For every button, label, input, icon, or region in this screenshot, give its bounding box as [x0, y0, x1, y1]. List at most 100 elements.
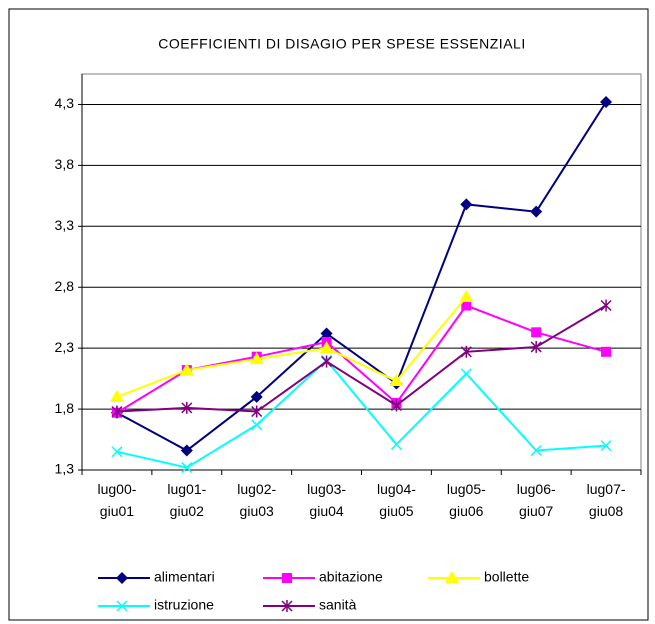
- marker: [116, 600, 128, 612]
- legend-label: bollette: [484, 569, 529, 585]
- marker: [600, 96, 613, 109]
- x-tick-label-line: giu06: [449, 503, 483, 519]
- legend-label: abitazione: [319, 569, 383, 585]
- plot-area: [81, 73, 642, 471]
- marker-shape: [601, 346, 612, 357]
- marker: [460, 198, 473, 211]
- marker-shape: [320, 327, 333, 340]
- marker: [460, 368, 472, 380]
- marker-shape: [181, 462, 193, 474]
- marker: [320, 327, 333, 340]
- marker-shape: [390, 438, 402, 450]
- x-tick-label-line: lug03-: [307, 481, 346, 497]
- y-tick-label: 4,3: [55, 95, 75, 111]
- marker: [281, 600, 293, 612]
- x-tick-label-line: giu07: [519, 503, 553, 519]
- legend-label: istruzione: [154, 597, 214, 613]
- marker-shape: [116, 600, 128, 612]
- marker-shape: [282, 573, 292, 583]
- x-tick-label: lug01- giu02: [167, 481, 206, 519]
- marker: [459, 289, 474, 302]
- marker-shape: [249, 352, 264, 365]
- marker: [179, 363, 194, 376]
- x-tick-label-line: giu03: [240, 503, 274, 519]
- legend-label: sanità: [319, 597, 357, 613]
- marker: [461, 300, 472, 311]
- marker: [530, 205, 543, 218]
- x-tick-label-line: lug02-: [237, 481, 276, 497]
- x-tick-label: lug05- giu06: [447, 481, 486, 519]
- x-tick-label: lug07- giu08: [587, 481, 626, 519]
- x-tick-label-line: lug04-: [377, 481, 416, 497]
- marker: [251, 419, 263, 431]
- marker-shape: [109, 389, 124, 402]
- marker-shape: [179, 363, 194, 376]
- marker-shape: [111, 446, 123, 458]
- y-tick-label: 2,8: [55, 278, 75, 294]
- marker: [111, 405, 123, 418]
- marker-shape: [180, 444, 193, 457]
- x-tick-label-line: giu02: [170, 503, 204, 519]
- marker: [445, 571, 459, 583]
- marker: [460, 345, 472, 358]
- x-tick-label-line: lug07-: [587, 481, 626, 497]
- marker: [530, 340, 542, 353]
- y-tick-label: 1,3: [55, 461, 75, 477]
- marker-shape: [530, 205, 543, 218]
- x-tick-label-line: giu04: [309, 503, 343, 519]
- x-tick-label: lug00- giu01: [97, 481, 136, 519]
- y-tick-label: 2,3: [55, 339, 75, 355]
- marker-shape: [530, 444, 542, 457]
- series-line: [116, 101, 607, 452]
- x-tick-label-line: giu01: [100, 503, 134, 519]
- y-tick-label: 3,8: [55, 156, 75, 172]
- marker: [282, 573, 292, 583]
- series-line: [116, 358, 607, 469]
- marker-shape: [600, 440, 612, 452]
- marker: [116, 572, 128, 584]
- marker: [111, 446, 123, 458]
- x-tick-label: lug04- giu05: [377, 481, 416, 519]
- marker-shape: [319, 341, 334, 354]
- marker: [181, 401, 193, 414]
- marker-shape: [460, 198, 473, 211]
- marker: [109, 389, 124, 402]
- marker: [321, 355, 333, 368]
- marker-shape: [389, 374, 404, 387]
- marker-shape: [459, 289, 474, 302]
- x-tick-label-line: giu05: [379, 503, 413, 519]
- x-tick-label-line: lug06-: [517, 481, 556, 497]
- marker-shape: [460, 368, 472, 380]
- marker: [600, 440, 612, 452]
- x-tick-label: lug03- giu04: [307, 481, 346, 519]
- marker: [251, 405, 263, 418]
- marker: [181, 462, 193, 474]
- marker: [531, 327, 542, 338]
- marker: [389, 374, 404, 387]
- y-tick-label: 3,3: [55, 217, 75, 233]
- marker: [390, 438, 402, 450]
- marker-shape: [250, 390, 263, 403]
- marker: [319, 341, 334, 354]
- series-line: [116, 296, 468, 398]
- marker: [180, 444, 193, 457]
- chart-title: COEFFICIENTI DI DISAGIO PER SPESE ESSENZ…: [158, 36, 525, 52]
- marker-shape: [251, 419, 263, 431]
- marker: [601, 346, 612, 357]
- marker: [600, 299, 612, 312]
- marker-shape: [445, 571, 459, 583]
- x-tick-label-line: lug00-: [97, 481, 136, 497]
- marker-shape: [600, 96, 613, 109]
- x-tick-label-line: lug05-: [447, 481, 486, 497]
- x-tick-label-line: giu08: [589, 503, 623, 519]
- x-tick-label: lug02- giu03: [237, 481, 276, 519]
- marker-shape: [461, 300, 472, 311]
- marker-shape: [531, 327, 542, 338]
- x-tick-label: lug06- giu07: [517, 481, 556, 519]
- y-tick-label: 1,8: [55, 400, 75, 416]
- legend-label: alimentari: [154, 569, 215, 585]
- marker: [390, 399, 402, 412]
- marker-shape: [116, 572, 128, 584]
- marker: [250, 390, 263, 403]
